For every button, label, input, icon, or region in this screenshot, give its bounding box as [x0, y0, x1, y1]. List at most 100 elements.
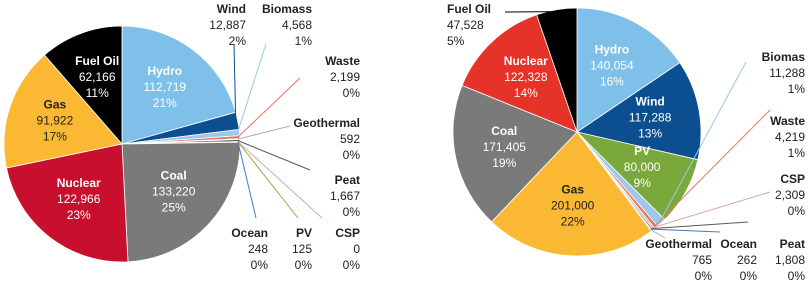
slice-name: Ocean — [720, 237, 757, 251]
pie-slice — [461, 14, 578, 133]
slice-name: Geothermal — [645, 237, 712, 251]
slice-percent: 25% — [162, 201, 186, 215]
slice-value: 12,887 — [209, 18, 246, 32]
pie-slice — [43, 25, 123, 146]
slice-percent: 2% — [229, 34, 247, 48]
leader-line — [237, 141, 323, 219]
slice-value: 4,568 — [282, 18, 312, 32]
slice-value: 2,309 — [775, 188, 805, 202]
slice-percent: 23% — [67, 208, 91, 222]
slice-value: 122,966 — [57, 192, 101, 206]
slice-percent: 19% — [492, 156, 516, 170]
slice-name: Gas — [561, 182, 584, 196]
slice-name: Peat — [780, 237, 805, 251]
slice-value: 262 — [737, 253, 757, 267]
slice-value: 171,405 — [483, 140, 527, 154]
slice-value: 117,288 — [629, 111, 672, 125]
slice-percent: 0% — [295, 258, 313, 272]
slice-value: 4,219 — [775, 130, 805, 144]
slice-value: 2,199 — [330, 70, 360, 84]
slice-percent: 0% — [788, 204, 806, 218]
slice-name: Biomas — [762, 50, 806, 64]
pie-slice — [491, 131, 652, 257]
slice-percent: 14% — [514, 86, 538, 100]
leader-line — [237, 141, 299, 219]
slice-percent: 1% — [295, 34, 313, 48]
slice-value: 0 — [353, 242, 360, 256]
slice-name: Nuclear — [57, 176, 101, 190]
slice-value: 47,528 — [447, 18, 484, 32]
slice-name: Ocean — [231, 226, 268, 240]
slice-percent: 0% — [343, 205, 361, 219]
slice-name: Hydro — [595, 42, 630, 56]
leader-line — [237, 141, 257, 219]
slice-value: 91,922 — [37, 114, 74, 128]
pie-slice — [576, 7, 681, 133]
pie-slice — [121, 141, 241, 263]
slice-value: 133,220 — [152, 185, 196, 199]
slice-name: Coal — [491, 124, 517, 138]
slice-value: 80,000 — [624, 160, 661, 174]
slice-percent: 0% — [695, 269, 713, 283]
slice-percent: 21% — [153, 96, 177, 110]
slice-name: Gas — [44, 98, 67, 112]
leader-line — [659, 61, 747, 222]
slice-percent: 22% — [561, 214, 585, 228]
pie-slice — [5, 143, 129, 263]
leader-line — [236, 43, 267, 133]
pie-slice — [121, 25, 237, 145]
slice-name: Peat — [335, 173, 360, 187]
slice-percent: 5% — [447, 34, 465, 48]
slice-percent: 0% — [343, 148, 361, 162]
slice-name: Wind — [217, 2, 246, 16]
slice-percent: 0% — [251, 258, 269, 272]
slice-percent: 1% — [788, 82, 806, 96]
slice-percent: 11% — [86, 86, 109, 100]
slice-value: 1,667 — [330, 189, 360, 203]
slice-percent: 0% — [788, 269, 806, 283]
pie-slice — [576, 62, 702, 161]
slice-name: PV — [296, 226, 312, 240]
slice-value: 1,808 — [775, 253, 805, 267]
leader-line — [650, 229, 666, 239]
pie-slice — [536, 7, 578, 133]
slice-value: 62,166 — [79, 70, 116, 84]
slice-value: 248 — [248, 242, 268, 256]
slice-name: PV — [634, 144, 650, 158]
slice-name: Coal — [161, 169, 187, 183]
slice-name: Waste — [325, 54, 360, 68]
slice-percent: 0% — [740, 269, 758, 283]
leader-line — [654, 109, 771, 227]
slice-name: Biomass — [262, 2, 312, 16]
slice-name: Nuclear — [504, 54, 548, 68]
slice-name: Hydro — [147, 64, 182, 78]
leader-line — [233, 43, 237, 122]
slice-name: Fuel Oil — [447, 2, 491, 16]
slice-value: 201,000 — [551, 198, 595, 212]
slice-percent: 13% — [638, 127, 662, 141]
slice-percent: 0% — [343, 86, 361, 100]
pie-slice — [3, 54, 123, 169]
slice-percent: 16% — [600, 74, 624, 88]
slice-percent: 17% — [43, 130, 67, 144]
slice-value: 112,719 — [144, 80, 187, 94]
slice-value: 592 — [340, 132, 360, 146]
slice-name: Waste — [770, 114, 805, 128]
slice-name: CSP — [335, 226, 360, 240]
leader-line — [651, 221, 749, 230]
slice-name: Fuel Oil — [75, 54, 119, 68]
slice-percent: 1% — [788, 146, 806, 160]
slice-name: CSP — [780, 172, 805, 186]
leader-line — [652, 191, 771, 229]
leader-line — [237, 125, 291, 140]
slice-name: Geothermal — [293, 116, 360, 130]
slice-value: 765 — [692, 253, 712, 267]
slice-name: Wind — [636, 95, 665, 109]
leader-line — [650, 228, 721, 233]
slice-value: 140,054 — [590, 58, 634, 72]
slice-value: 125 — [292, 242, 312, 256]
leader-line — [237, 77, 301, 138]
slice-percent: 0% — [343, 258, 361, 272]
slice-value: 122,328 — [504, 70, 548, 84]
